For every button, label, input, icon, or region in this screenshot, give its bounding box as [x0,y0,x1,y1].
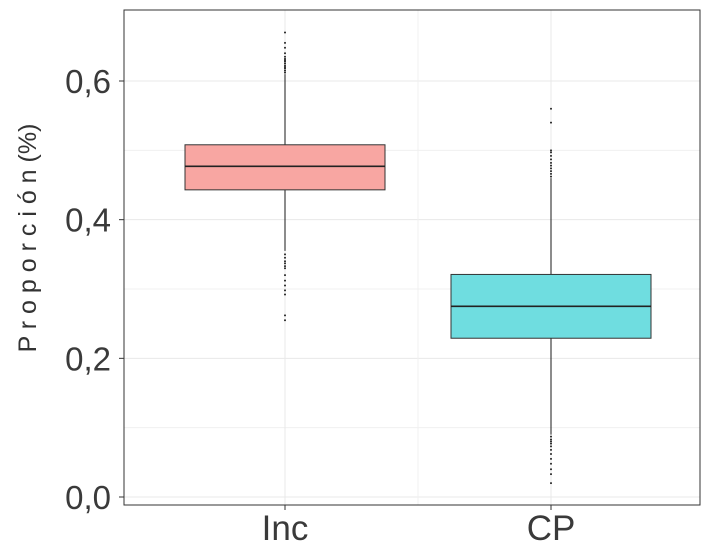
outlier-point [550,453,552,456]
outlier-point [550,457,552,460]
outlier-point [550,445,552,448]
outlier-point [284,62,286,65]
outlier-point [284,66,286,69]
outlier-point [284,46,286,49]
outlier-point [284,64,286,67]
outlier-point [550,462,552,465]
outlier-point [550,172,552,175]
outlier-point [284,265,286,268]
outlier-point [550,154,552,157]
outlier-point [284,256,286,259]
x-tick-label: CP [527,509,576,545]
outlier-point [284,284,286,287]
outlier-point [284,57,286,60]
outlier-point [550,161,552,164]
outlier-point [284,71,286,74]
outlier-point [550,151,552,154]
grid-lines [124,10,700,505]
y-tick-label: 0,0 [65,479,111,516]
outlier-point [550,170,552,173]
y-tick-label: 0,6 [65,63,111,100]
outlier-point [284,314,286,317]
outlier-point [284,41,286,44]
plot-panel-border [123,9,701,506]
outlier-point [284,289,286,292]
y-axis-title: P r o p o r c i ó n (%) [14,124,42,353]
y-axis: 0,0 0,2 0,4 0,6 [65,63,124,516]
outlier-point [550,473,552,476]
outlier-point [284,274,286,277]
outlier-point [550,440,552,443]
outlier-point [284,59,286,62]
outlier-point [550,167,552,170]
box-inc [184,31,386,322]
outlier-point [550,158,552,161]
y-tick-label: 0,2 [65,340,111,377]
outlier-point [550,448,552,451]
outlier-point [550,482,552,485]
outlier-point [550,149,552,152]
box-cp [450,107,652,485]
outlier-point [284,31,286,34]
outlier-point [284,260,286,263]
outlier-point [550,107,552,110]
outlier-point [284,52,286,55]
outlier-point [550,121,552,124]
outlier-point [550,438,552,441]
x-axis: Inc CP [262,505,576,545]
boxes [184,31,652,485]
outlier-point [550,435,552,438]
outlier-point [284,55,286,58]
iqr-box [184,144,386,191]
x-tick-label: Inc [262,509,309,545]
outlier-point [284,60,286,63]
outlier-point [284,293,286,296]
outlier-point [284,279,286,282]
outlier-point [550,442,552,445]
outlier-point [550,164,552,167]
outlier-point [284,67,286,70]
outlier-point [284,262,286,265]
outlier-point [550,175,552,178]
outlier-point [284,267,286,270]
outlier-point [284,319,286,322]
outlier-point [284,253,286,256]
outlier-point [550,468,552,471]
outlier-point [284,69,286,72]
y-tick-label: 0,4 [65,202,111,239]
